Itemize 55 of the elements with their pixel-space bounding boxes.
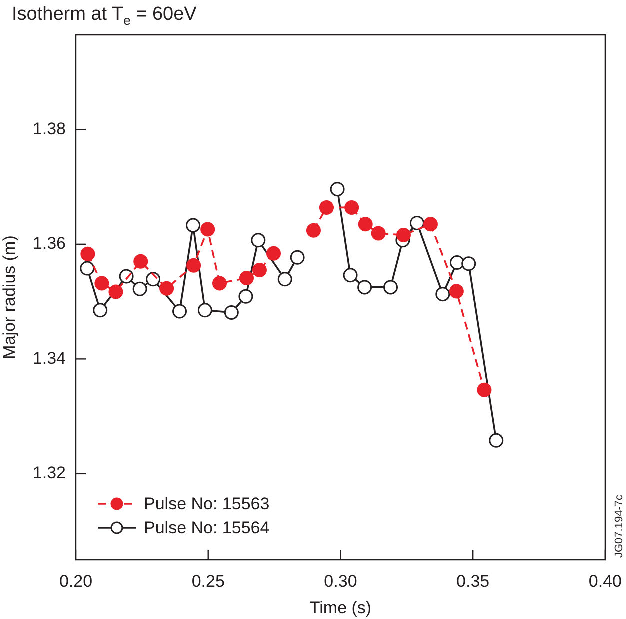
point <box>489 433 504 448</box>
point <box>200 222 216 237</box>
point <box>80 261 95 276</box>
point <box>449 284 464 299</box>
point <box>358 217 373 232</box>
point <box>396 228 411 242</box>
point <box>108 284 124 300</box>
point <box>186 218 201 233</box>
x-tick-label: 0.40 <box>588 572 622 591</box>
point <box>224 305 239 320</box>
point <box>238 289 254 304</box>
point <box>134 254 148 269</box>
point <box>160 281 174 296</box>
point <box>198 303 212 318</box>
point <box>93 303 108 318</box>
point <box>423 217 438 232</box>
point <box>212 276 227 291</box>
point <box>436 287 450 302</box>
point <box>330 182 345 197</box>
x-tick-label: 0.35 <box>456 572 490 591</box>
chart-title: Isotherm at T$_{e}$ = 60eV <box>12 4 197 28</box>
point <box>450 256 464 270</box>
legend-label: Pulse No: 15564 <box>144 518 270 538</box>
point <box>94 276 110 291</box>
y-tick-label: 1.38 <box>32 119 66 138</box>
point <box>319 200 334 215</box>
text: JG07.194-7c <box>613 494 626 558</box>
y-tick-label: 1.32 <box>32 464 66 483</box>
point <box>266 246 281 261</box>
point <box>358 280 372 295</box>
point <box>462 256 476 272</box>
point <box>371 226 386 241</box>
x-tick-label: 0.25 <box>192 572 225 591</box>
point <box>344 200 360 215</box>
y-tick-label: 1.36 <box>32 234 66 254</box>
point <box>186 258 202 273</box>
x-tick-label: 0.30 <box>324 572 358 591</box>
point <box>410 216 424 230</box>
point <box>384 280 398 295</box>
point <box>306 223 321 238</box>
x-tick-label: 0.20 <box>59 572 93 591</box>
point <box>172 304 188 319</box>
point <box>240 271 254 286</box>
point <box>290 250 305 265</box>
y-tick-label: 1.34 <box>32 348 66 368</box>
point <box>252 262 267 278</box>
x-axis-title: Time (s) <box>310 598 372 618</box>
point <box>477 382 492 398</box>
legend-label: Pulse No: 15563 <box>144 494 270 514</box>
y-axis-title: Major radius (m) <box>0 236 19 360</box>
point <box>251 233 266 248</box>
point <box>80 246 96 262</box>
point <box>343 268 358 283</box>
point <box>278 272 292 287</box>
point <box>132 282 148 296</box>
